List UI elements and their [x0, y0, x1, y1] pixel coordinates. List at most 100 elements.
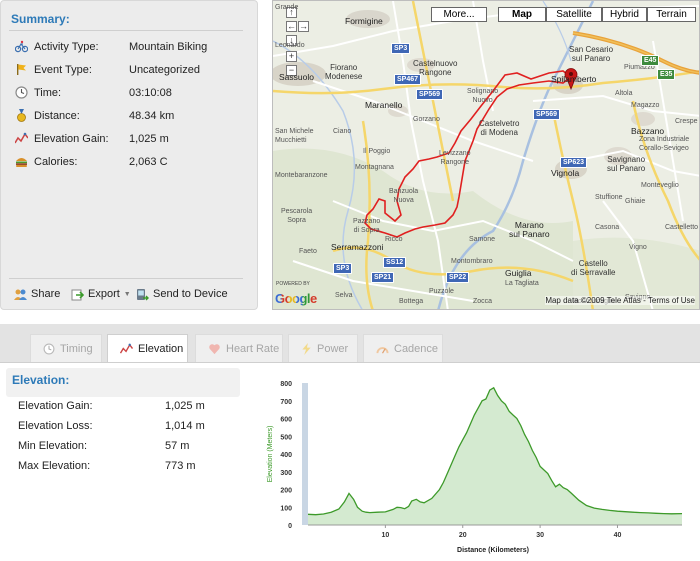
- chart-marks: 0 100 200 300 400 500 600 700 800 10 20 30 40: [280, 381, 683, 539]
- summary-value: Mountain Biking: [129, 41, 208, 53]
- elevation-area: [308, 387, 682, 525]
- export-icon: [71, 289, 84, 300]
- summary-value: Uncategorized: [129, 64, 200, 76]
- map-place-label: Serramazzoni: [331, 242, 384, 252]
- summary-panel: Summary: Activity Type: Mountain Biking …: [0, 0, 258, 310]
- chart-y-tick-label: 400: [280, 452, 292, 459]
- tab-heart-rate[interactable]: Heart Rate: [195, 334, 283, 362]
- elevation-line: [307, 386, 683, 516]
- tab-cadence[interactable]: Cadence: [363, 334, 443, 362]
- pan-right-button[interactable]: →: [298, 21, 309, 32]
- road-shield: SP623: [560, 157, 588, 168]
- map-place-label: San Cesario sul Panaro: [569, 45, 614, 63]
- export-button[interactable]: Export ▼: [71, 286, 131, 302]
- elevation-label: Elevation Gain:: [18, 400, 93, 412]
- elevation-label: Max Elevation:: [18, 460, 91, 472]
- elevation-row-max: Max Elevation: 773 m: [18, 460, 238, 474]
- share-button[interactable]: Share: [14, 286, 60, 302]
- zoom-out-button[interactable]: −: [286, 65, 297, 76]
- bicycle-icon: [15, 40, 28, 53]
- map-place-label: Castello di Serravalle: [571, 259, 616, 277]
- chart-y-tick-label: 200: [280, 488, 292, 495]
- zoom-in-button[interactable]: +: [286, 51, 297, 62]
- share-label: Share: [31, 288, 61, 300]
- map-place-label: Solignano Nuovo: [467, 88, 499, 104]
- map-more-button[interactable]: More...: [431, 7, 487, 22]
- map-pin-icon[interactable]: [564, 68, 578, 91]
- summary-value: 1,025 m: [129, 133, 169, 145]
- summary-row-event-type: Event Type: Uncategorized: [15, 62, 245, 78]
- elevation-icon: [120, 343, 133, 354]
- google-logo[interactable]: Google: [275, 291, 317, 306]
- map-place-label: Bottega: [399, 298, 424, 305]
- map-credit[interactable]: Map data ©2009 Tele Atlas - Terms of Use: [545, 296, 695, 305]
- map-place-label: Formigine: [345, 16, 383, 26]
- map-place-label: Castelvetro di Modena: [479, 119, 520, 137]
- tab-elevation[interactable]: Elevation: [107, 334, 188, 363]
- chart-x-axis-label: Distance (Kilometers): [457, 547, 529, 554]
- map-place-label: Crespe: [675, 118, 698, 125]
- map-type-map[interactable]: Map: [498, 7, 546, 22]
- tab-timing[interactable]: Timing: [30, 334, 102, 362]
- map-place-label: Grande: [275, 4, 299, 11]
- elevation-title-bar: [6, 368, 240, 397]
- map-place-label: Pescarola Sopra: [281, 208, 313, 224]
- map-place-label: Maranello: [365, 100, 403, 110]
- chart-y-axis-label: Elevation (Meters): [267, 426, 274, 483]
- tab-power[interactable]: Power: [288, 334, 358, 362]
- google-logo-text: Google: [275, 291, 317, 306]
- map-place-label: Fiorano Modenese: [325, 63, 363, 81]
- summary-divider: [9, 30, 243, 31]
- send-to-device-icon: [137, 288, 149, 300]
- elevation-value: 57 m: [165, 440, 190, 452]
- elevation-chart[interactable]: Elevation (Meters) Distance (Kilometers)…: [262, 376, 694, 561]
- send-to-device-button[interactable]: Send to Device: [136, 286, 228, 302]
- tab-label: Power: [317, 342, 349, 355]
- map-place-label: Marano sul Panaro: [509, 220, 550, 239]
- chart-slider-track[interactable]: [302, 383, 308, 525]
- pan-down-button[interactable]: ↓: [286, 35, 297, 46]
- summary-label: Calories:: [34, 156, 78, 168]
- pan-left-button[interactable]: ←: [286, 21, 297, 32]
- road-shield: SP569: [533, 109, 561, 120]
- road-shield: SP21: [371, 272, 395, 283]
- map-place-label: Guiglia: [505, 268, 532, 278]
- powered-by-label: POWERED BY: [276, 281, 310, 287]
- medal-icon: [17, 109, 26, 122]
- chevron-down-icon: ▼: [123, 290, 131, 298]
- tab-label: Elevation: [138, 342, 184, 355]
- send-to-device-label: Send to Device: [153, 288, 228, 300]
- map-place-label: La Tagliata: [505, 280, 539, 287]
- route-map[interactable]: ↑ ← → ↓ + − More... Map Satellite Hybrid…: [272, 0, 700, 310]
- map-type-terrain[interactable]: Terrain: [647, 7, 696, 22]
- chart-y-tick-label: 800: [280, 381, 292, 388]
- route-line: [364, 70, 572, 238]
- map-place-label: Piumazzo: [624, 64, 655, 71]
- summary-row-distance: Distance: 48.34 km: [15, 108, 245, 124]
- map-type-satellite[interactable]: Satellite: [546, 7, 602, 22]
- map-place-label: Pazzano di Sopra: [353, 218, 381, 234]
- map-place-label: Castelletto: [665, 224, 699, 231]
- summary-label: Time:: [34, 87, 62, 99]
- summary-row-activity-type: Activity Type: Mountain Biking: [15, 39, 245, 55]
- heart-icon: [209, 343, 220, 354]
- summary-footer-divider: [9, 278, 243, 279]
- chart-y-tick-label: 500: [280, 434, 292, 441]
- map-place-label: Spilamberto: [551, 74, 597, 84]
- summary-row-calories: Calories: 2,063 C: [15, 154, 245, 170]
- map-place-label: Samone: [469, 236, 496, 243]
- map-place-label: Monteveglio: [641, 182, 679, 189]
- chart-x-tick-label: 10: [381, 532, 389, 539]
- export-label: Export: [88, 288, 120, 300]
- elevation-row-gain: Elevation Gain: 1,025 m: [18, 400, 238, 414]
- clock-icon: [43, 343, 55, 354]
- cadence-icon: [376, 346, 389, 353]
- road-shield: SP467: [394, 74, 422, 85]
- map-place-label: Stuffione: [595, 194, 623, 201]
- map-type-hybrid[interactable]: Hybrid: [602, 7, 647, 22]
- elevation-value: 1,025 m: [165, 400, 205, 412]
- pan-up-button[interactable]: ↑: [286, 7, 297, 18]
- chart-x-tick-label: 40: [614, 532, 622, 539]
- summary-title: Summary:: [11, 12, 70, 26]
- clock-icon: [15, 86, 28, 99]
